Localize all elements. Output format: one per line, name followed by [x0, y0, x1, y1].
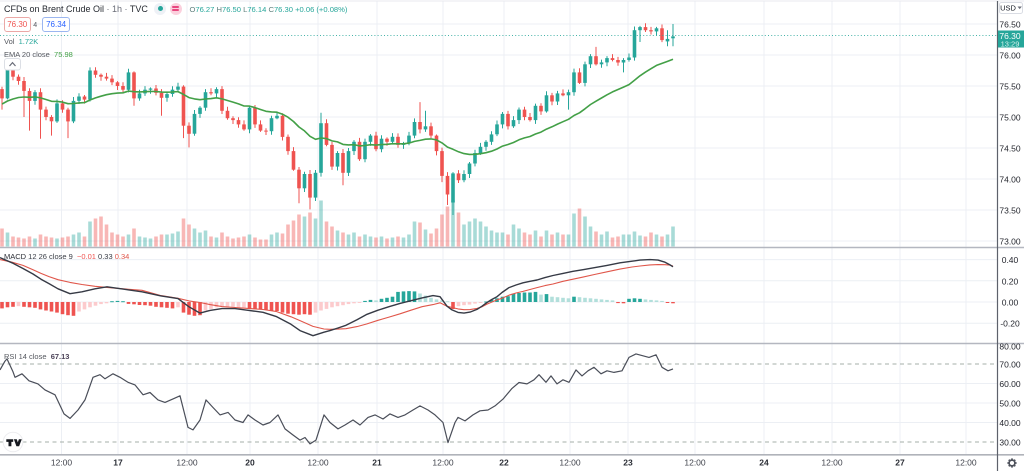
- svg-text:12:00: 12:00: [176, 458, 198, 468]
- svg-text:75.50: 75.50: [999, 82, 1021, 92]
- svg-text:12:00: 12:00: [684, 458, 706, 468]
- svg-text:0.00: 0.00: [1002, 298, 1019, 308]
- svg-text:17: 17: [113, 458, 123, 468]
- svg-text:12:00: 12:00: [307, 458, 329, 468]
- svg-text:23: 23: [623, 458, 633, 468]
- svg-text:22: 22: [499, 458, 509, 468]
- svg-text:21: 21: [372, 458, 382, 468]
- svg-text:27: 27: [895, 458, 905, 468]
- svg-text:30.00: 30.00: [999, 438, 1021, 448]
- svg-text:70.00: 70.00: [999, 360, 1021, 370]
- svg-text:40.00: 40.00: [999, 418, 1021, 428]
- svg-text:75.00: 75.00: [999, 113, 1021, 123]
- svg-text:12:00: 12:00: [51, 458, 73, 468]
- svg-text:0.20: 0.20: [1002, 276, 1019, 286]
- svg-text:24: 24: [759, 458, 769, 468]
- svg-text:20: 20: [245, 458, 255, 468]
- svg-text:73.00: 73.00: [999, 237, 1021, 247]
- svg-text:76.00: 76.00: [999, 51, 1021, 61]
- svg-text:60.00: 60.00: [999, 379, 1021, 389]
- svg-text:13:29: 13:29: [1001, 39, 1020, 48]
- svg-text:73.50: 73.50: [999, 206, 1021, 216]
- svg-text:76.30: 76.30: [999, 31, 1021, 41]
- svg-text:12:00: 12:00: [821, 458, 843, 468]
- svg-text:74.50: 74.50: [999, 144, 1021, 154]
- svg-text:80.00: 80.00: [999, 342, 1021, 352]
- svg-text:USD: USD: [1000, 4, 1016, 13]
- svg-text:12:00: 12:00: [432, 458, 454, 468]
- svg-text:74.00: 74.00: [999, 175, 1021, 185]
- svg-text:0.40: 0.40: [1002, 255, 1019, 265]
- svg-text:-0.20: -0.20: [1000, 319, 1020, 329]
- svg-text:76.50: 76.50: [999, 20, 1021, 30]
- svg-text:12:00: 12:00: [559, 458, 581, 468]
- svg-text:12:00: 12:00: [955, 458, 977, 468]
- svg-text:50.00: 50.00: [999, 399, 1021, 409]
